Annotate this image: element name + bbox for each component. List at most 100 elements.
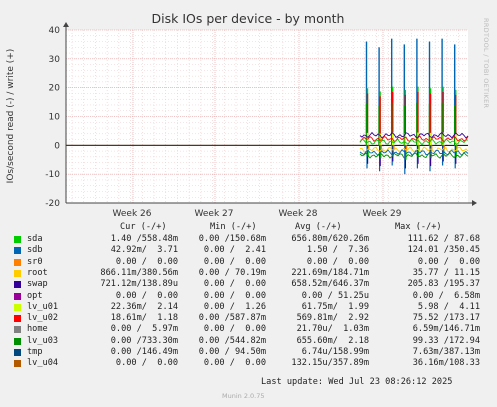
legend-value-max: 0.00 / 6.58m: [412, 290, 480, 301]
legend-value-cur: 0.00 / 0.00: [115, 358, 178, 369]
y-tick-label: 10: [49, 113, 61, 123]
legend-value-min: 0.00 /150.68m: [198, 234, 266, 244]
legend-value-cur: 18.61m/ 1.18: [110, 313, 178, 324]
legend-series-name: lv_u01: [27, 301, 59, 312]
legend-value-max: 0.00 / 0.00: [417, 256, 480, 267]
legend-value-cur: 0.00 / 0.00: [115, 256, 178, 267]
series-line: [359, 131, 469, 139]
y-tick-label: 20: [49, 84, 61, 94]
legend-series-name: home: [27, 324, 48, 335]
legend-series-name: sdb: [27, 245, 43, 256]
legend-swatch: [14, 236, 21, 243]
legend-value-avg: 132.15u/357.89m: [291, 358, 369, 369]
legend-series-name: swap: [27, 279, 48, 290]
legend-header-max: Max (-/+): [395, 222, 442, 232]
legend-swatch: [14, 258, 21, 266]
legend-value-avg: 61.75m/ 1.99: [301, 301, 369, 312]
legend-value-avg: 1.50 / 7.36: [306, 245, 369, 256]
y-tick-label: -10: [45, 170, 60, 180]
legend-value-min: 0.00 / 0.00: [203, 358, 266, 369]
legend-swatch: [14, 315, 21, 323]
legend-value-min: 0.00 /587.87m: [198, 313, 266, 324]
y-axis-arrow: [63, 22, 69, 27]
legend-value-cur: 721.12m/138.89u: [100, 279, 178, 290]
legend-value-max: 99.33 /172.94: [412, 335, 480, 346]
legend-value-avg: 6.74u/158.99m: [301, 347, 369, 357]
legend-value-min: 0.00 / 0.00: [203, 279, 266, 290]
legend-value-max: 5.98 / 4.11: [417, 301, 480, 312]
legend-value-cur: 0.00 / 5.97m: [110, 324, 178, 335]
legend-swatch: [14, 247, 21, 255]
legend-header-min: Min (-/+): [210, 222, 257, 232]
legend-value-avg: 656.80m/620.26m: [291, 234, 369, 244]
legend-header-avg: Avg (-/+): [295, 222, 342, 232]
legend-value-avg: 655.60m/ 2.18: [296, 335, 369, 346]
legend-value-min: 0.00 / 0.00: [203, 290, 266, 301]
legend-swatch: [14, 303, 21, 311]
legend-swatch: [14, 326, 21, 334]
legend-value-cur: 1.40 /558.48m: [110, 234, 178, 244]
legend-value-cur: 866.11m/380.56m: [100, 267, 178, 278]
legend-value-cur: 22.36m/ 2.14: [110, 301, 178, 312]
legend-header-cur: Cur (-/+): [120, 222, 167, 232]
legend-value-min: 0.00 / 1.26: [203, 301, 266, 312]
legend-series-name: opt: [27, 290, 43, 301]
legend-value-avg: 21.70u/ 1.03m: [296, 324, 369, 335]
series-line: [359, 138, 468, 146]
legend-value-cur: 42.92m/ 3.71: [110, 245, 178, 256]
legend-series-name: root: [27, 267, 48, 278]
legend-value-cur: 0.00 / 0.00: [115, 290, 178, 301]
y-tick-label: 40: [49, 26, 61, 36]
legend-swatch: [14, 349, 21, 356]
plot-area: -20 -10 0 10 20 30 40 Week 26 Week 27 Week 28 Week…: [45, 22, 477, 219]
legend-value-max: 75.52 /173.17: [412, 313, 480, 324]
legend-value-cur: 0.00 /733.30m: [110, 335, 178, 346]
x-tick-label: Week 26: [113, 209, 152, 219]
legend-value-avg: 569.81m/ 2.92: [296, 313, 369, 324]
legend-value-min: 0.00 / 70.19m: [198, 267, 266, 278]
legend-value-min: 0.00 / 0.00: [203, 256, 266, 267]
legend-swatch: [14, 269, 21, 277]
legend-value-max: 7.63m/387.13m: [412, 347, 480, 357]
y-tick-label: 0: [54, 141, 60, 151]
x-tick-label: Week 27: [195, 209, 234, 219]
legend-value-min: 0.00 / 94.50m: [198, 347, 266, 357]
legend-value-avg: 0.00 / 0.00: [306, 256, 369, 267]
legend-value-max: 6.59m/146.71m: [412, 324, 480, 335]
x-tick-label: Week 28: [279, 209, 318, 219]
legend-value-min: 0.00 / 0.00: [203, 324, 266, 335]
legend-value-avg: 658.52m/646.37m: [291, 279, 369, 290]
legend-series-name: lv_u02: [27, 313, 59, 324]
x-axis-arrow: [472, 200, 477, 206]
legend-value-avg: 221.69m/184.71m: [291, 267, 369, 278]
legend-swatch: [14, 281, 21, 289]
legend-value-max: 205.83 /195.37: [407, 279, 480, 290]
chart-title: Disk IOs per device - by month: [152, 11, 345, 26]
legend-series-name: lv_u04: [27, 358, 59, 369]
legend-value-max: 35.77 / 11.15: [412, 267, 480, 278]
side-label: RRDTOOL / TOBI OETIKER: [482, 18, 490, 108]
legend-value-avg: 0.00 / 51.25u: [301, 290, 369, 301]
legend-series-name: tmp: [27, 347, 43, 357]
legend-series-name: sr0: [27, 256, 43, 267]
legend-series-name: sda: [27, 234, 43, 244]
legend-value-max: 36.16m/108.33: [412, 358, 480, 369]
legend-value-max: 111.62 / 87.68: [407, 234, 480, 244]
legend-value-cur: 0.00 /146.49m: [110, 347, 178, 357]
series-line: [359, 151, 469, 159]
legend-series-name: lv_u03: [27, 335, 59, 346]
series-line: [359, 135, 469, 143]
y-tick-label: -20: [45, 199, 60, 209]
last-update: Last update: Wed Jul 23 08:26:12 2025: [261, 377, 453, 387]
x-tick-label: Week 29: [363, 209, 402, 219]
y-tick-label: 30: [49, 55, 61, 65]
legend-swatch: [14, 360, 21, 368]
legend-value-min: 0.00 /544.82m: [198, 335, 266, 346]
legend-value-max: 124.01 /350.45: [407, 245, 480, 256]
legend-swatch: [14, 292, 21, 300]
y-axis-label: IOs/second read (-) / write (+): [6, 49, 16, 184]
legend-swatch: [14, 337, 21, 345]
legend-value-min: 0.00 / 2.41: [203, 245, 266, 256]
munin-version: Munin 2.0.75: [222, 392, 265, 400]
